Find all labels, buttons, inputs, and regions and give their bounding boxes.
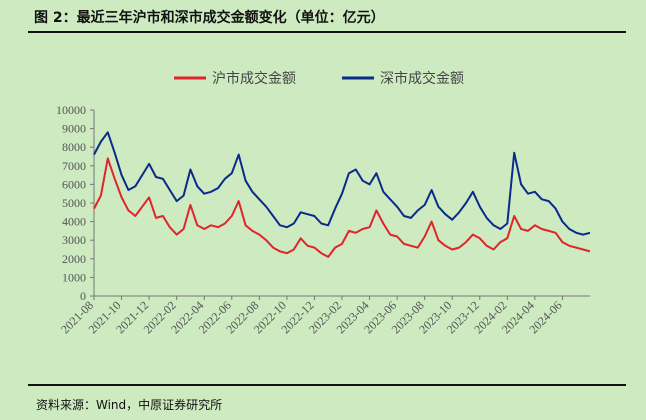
y-tick-label: 5000 <box>62 196 86 210</box>
y-tick-label: 8000 <box>62 140 86 154</box>
y-tick-label: 1000 <box>62 270 86 284</box>
y-tick-label: 0 <box>80 289 86 303</box>
y-tick-label: 6000 <box>62 177 86 191</box>
x-axis: 2021-082021-102021-122022-022022-042022-… <box>58 295 590 336</box>
source-note: 资料来源：Wind，中原证券研究所 <box>36 398 223 412</box>
y-tick-label: 9000 <box>62 122 86 136</box>
y-tick-label: 3000 <box>62 233 86 247</box>
y-axis: 0 1000 2000 3000 4000 5000 6000 7000 8000 9000 100… <box>56 103 95 303</box>
y-tick-label: 7000 <box>62 159 86 173</box>
series-line-shenzhen <box>93 131 591 236</box>
line-chart: 沪市成交金额 深市成交金额 0 1000 2000 3000 4000 5000 6000 70… <box>56 70 591 336</box>
title-rule <box>28 31 626 33</box>
footer-rule <box>28 384 626 386</box>
figure-title: 图 2：最近三年沪市和深市成交金额变化（单位：亿元） <box>34 10 385 26</box>
legend-label: 深市成交金额 <box>380 70 464 87</box>
legend-item-shanghai: 沪市成交金额 <box>174 70 296 87</box>
series-line-shanghai <box>93 157 591 258</box>
y-tick-label: 2000 <box>62 252 86 266</box>
chart-legend: 沪市成交金额 深市成交金额 <box>174 70 464 87</box>
plot-area <box>93 131 591 258</box>
y-tick-label: 10000 <box>56 103 86 117</box>
legend-label: 沪市成交金额 <box>212 70 296 87</box>
y-tick-label: 4000 <box>62 215 86 229</box>
legend-item-shenzhen: 深市成交金额 <box>342 70 464 87</box>
